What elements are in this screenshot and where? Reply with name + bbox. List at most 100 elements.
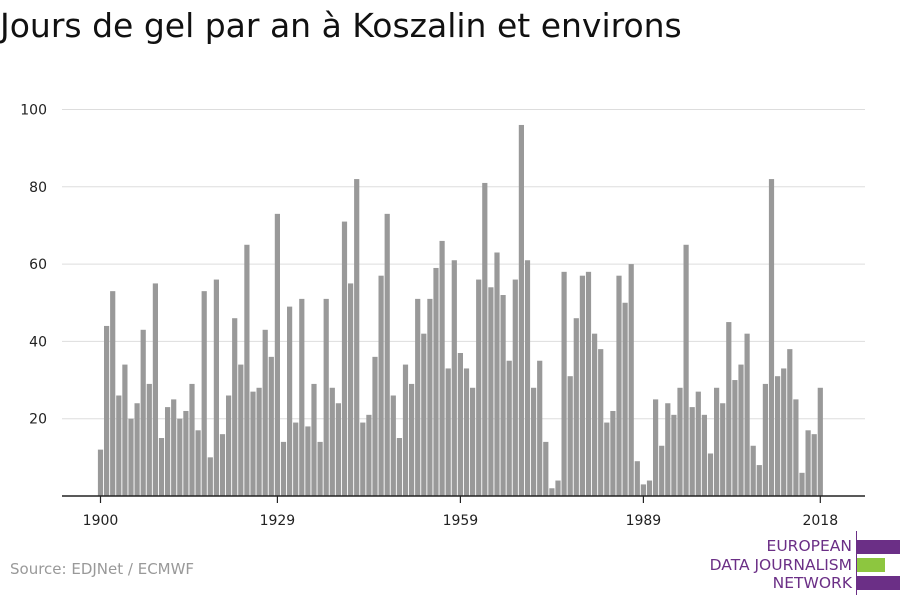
bar-1948 — [390, 395, 396, 496]
y-tick-label-60: 60 — [29, 257, 47, 273]
bar-1931 — [287, 306, 293, 496]
bar-2004 — [732, 380, 738, 496]
bar-1957 — [445, 368, 451, 496]
bar-1944 — [366, 414, 372, 496]
chart-title: Jours de gel par an à Koszalin et enviro… — [0, 6, 682, 45]
bar-1977 — [567, 376, 573, 496]
bar-1930 — [280, 441, 287, 496]
bar-1938 — [329, 387, 335, 496]
bar-1953 — [421, 333, 427, 496]
bar-1962 — [476, 279, 482, 496]
bar-1928 — [268, 356, 274, 496]
bar-1935 — [311, 383, 317, 496]
bar-1951 — [409, 383, 415, 496]
bar-1980 — [585, 271, 592, 496]
bar-1913 — [177, 418, 183, 496]
bar-1914 — [183, 410, 189, 496]
bar-1904 — [122, 364, 128, 496]
bar-2000 — [707, 453, 714, 496]
bar-2006 — [744, 333, 750, 496]
bar-1909 — [152, 283, 158, 496]
bar-2013 — [787, 349, 793, 496]
bar-1950 — [402, 364, 409, 496]
bar-1907 — [140, 329, 146, 496]
bar-1985 — [616, 275, 622, 496]
bar-1997 — [689, 407, 695, 496]
bar-1964 — [488, 287, 494, 496]
bar-1946 — [378, 275, 384, 496]
logo-text: EUROPEAN DATA JOURNALISM NETWORK — [710, 537, 852, 593]
bar-1981 — [592, 333, 598, 496]
bar-1910 — [158, 438, 165, 496]
bar-1973 — [543, 441, 549, 496]
bar-1991 — [653, 399, 659, 497]
bar-1990 — [646, 480, 653, 496]
bar-1961 — [470, 387, 476, 496]
bar-2010 — [768, 179, 775, 496]
bar-1939 — [335, 403, 341, 496]
bar-1911 — [165, 407, 171, 496]
bar-1959 — [457, 353, 463, 496]
bar-1921 — [226, 395, 232, 496]
logo-bar-purple-top — [857, 540, 900, 554]
bar-1916 — [195, 430, 201, 496]
bar-1978 — [573, 318, 579, 496]
bar-1969 — [518, 124, 524, 497]
y-axis-tick-labels: 20 40 60 80 100 — [20, 103, 47, 428]
bar-2015 — [799, 472, 805, 496]
bar-1901 — [104, 325, 110, 496]
bar-1998 — [695, 391, 701, 496]
bar-1982 — [598, 349, 604, 496]
bar-2017 — [811, 434, 817, 496]
bar-1925 — [250, 391, 256, 496]
edjnet-logo: EUROPEAN DATA JOURNALISM NETWORK — [700, 531, 900, 595]
bars — [97, 124, 823, 497]
x-tick-label-1959: 1959 — [443, 513, 479, 529]
bar-2012 — [781, 368, 787, 496]
bar-1967 — [506, 360, 512, 496]
bar-1999 — [701, 414, 707, 496]
bar-1902 — [110, 291, 116, 496]
y-tick-label-80: 80 — [29, 180, 47, 196]
bar-2005 — [738, 364, 744, 496]
bar-1976 — [561, 271, 567, 496]
logo-bar-purple-bottom — [857, 576, 900, 590]
bar-1929 — [274, 213, 280, 496]
bar-1917 — [201, 291, 207, 496]
x-tick-label-1989: 1989 — [626, 513, 662, 529]
bar-1963 — [482, 182, 488, 496]
bar-1927 — [262, 329, 268, 496]
bar-1937 — [323, 298, 329, 496]
bar-1919 — [213, 279, 219, 496]
bar-1908 — [146, 383, 152, 496]
bar-1974 — [549, 488, 555, 496]
bar-1984 — [610, 410, 616, 496]
logo-line-1: EUROPEAN — [766, 537, 852, 555]
bar-1975 — [555, 480, 561, 496]
bar-1947 — [384, 213, 390, 496]
bar-1965 — [494, 252, 500, 496]
bar-2016 — [805, 430, 811, 496]
y-tick-label-40: 40 — [29, 334, 47, 350]
bar-2009 — [762, 383, 768, 496]
bar-2003 — [726, 322, 732, 496]
bar-1924 — [244, 244, 250, 496]
bar-1994 — [671, 414, 677, 496]
logo-bar-green — [857, 558, 885, 572]
bar-1934 — [305, 426, 311, 496]
bar-1920 — [219, 434, 226, 496]
bar-1918 — [207, 457, 213, 496]
bar-1971 — [531, 387, 537, 496]
bar-1972 — [537, 360, 543, 496]
bar-2002 — [720, 403, 726, 496]
bar-1941 — [348, 283, 354, 496]
bar-1922 — [232, 318, 238, 496]
bar-1912 — [171, 399, 177, 497]
bar-2008 — [756, 465, 762, 496]
x-tick-label-1900: 1900 — [83, 513, 119, 529]
bar-1968 — [512, 279, 518, 496]
bar-1903 — [116, 395, 122, 496]
bar-1987 — [628, 264, 634, 496]
bar-1943 — [360, 422, 366, 496]
